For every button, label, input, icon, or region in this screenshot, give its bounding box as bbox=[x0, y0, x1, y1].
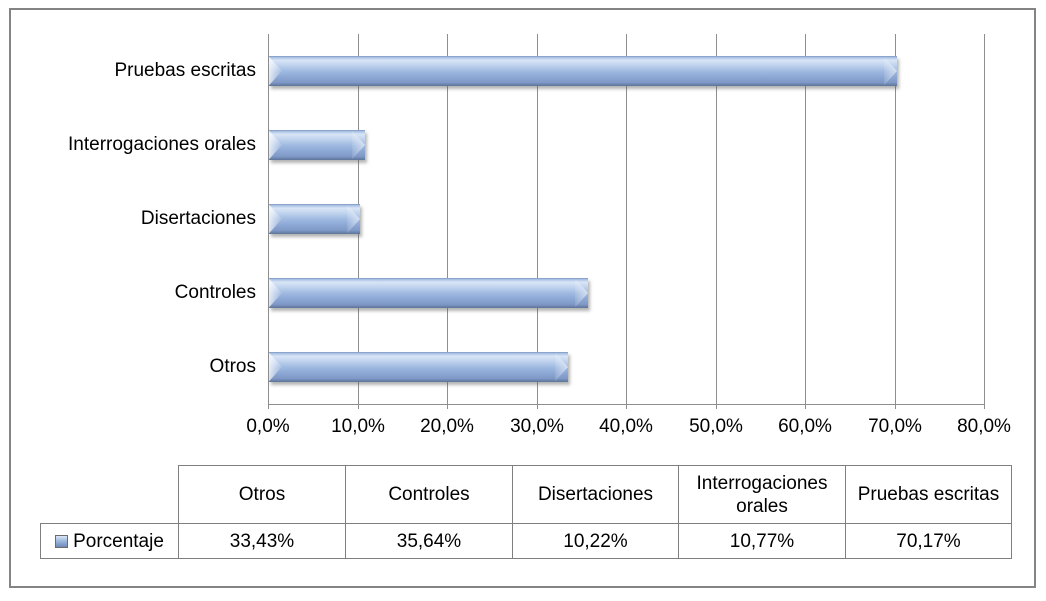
x-axis-tick-label: 0,0% bbox=[246, 416, 290, 437]
bar-pruebas-escritas[interactable] bbox=[269, 56, 897, 86]
x-axis-tickmark bbox=[537, 404, 538, 409]
series-legend-label: Porcentaje bbox=[73, 530, 164, 552]
value-cell-otros: 33,43% bbox=[178, 523, 346, 559]
data-table-header-row: Otros Controles Disertaciones Interrogac… bbox=[41, 465, 1012, 524]
data-table-header-otros: Otros bbox=[178, 465, 346, 524]
x-gridline bbox=[447, 34, 448, 404]
bar-controles[interactable] bbox=[269, 278, 588, 308]
data-table-header-disertaciones: Disertaciones bbox=[512, 465, 679, 524]
x-axis-tick-label: 60,0% bbox=[778, 416, 832, 437]
x-axis-tickmark bbox=[626, 404, 627, 409]
x-axis-tick-label: 20,0% bbox=[420, 416, 474, 437]
category-label-disertaciones: Disertaciones bbox=[140, 208, 256, 229]
data-table-header-controles: Controles bbox=[345, 465, 513, 524]
x-axis-tickmark bbox=[984, 404, 985, 409]
data-table-value-row: Porcentaje 33,43% 35,64% 10,22% 10,77% 7… bbox=[40, 523, 1012, 559]
data-table-header-pruebas-escritas: Pruebas escritas bbox=[845, 465, 1012, 524]
x-axis-tick-label: 40,0% bbox=[599, 416, 653, 437]
x-axis-tickmark bbox=[447, 404, 448, 409]
x-axis-tick-label: 80,0% bbox=[957, 416, 1011, 437]
x-axis-tick-label: 30,0% bbox=[510, 416, 564, 437]
data-table: Otros Controles Disertaciones Interrogac… bbox=[40, 465, 1012, 559]
x-axis-tick-label: 70,0% bbox=[868, 416, 922, 437]
x-axis-tick-label: 50,0% bbox=[689, 416, 743, 437]
x-axis-tick-label: 10,0% bbox=[331, 416, 385, 437]
category-label-controles: Controles bbox=[174, 282, 256, 303]
category-label-pruebas-escritas: Pruebas escritas bbox=[114, 60, 256, 81]
legend-cell: Porcentaje bbox=[40, 523, 179, 559]
x-gridline bbox=[895, 34, 896, 404]
x-axis-tickmark bbox=[358, 404, 359, 409]
x-axis-tickmark bbox=[895, 404, 896, 409]
bar-interrogaciones-orales[interactable] bbox=[269, 130, 365, 160]
data-table-header-interrogaciones-orales: Interrogaciones orales bbox=[678, 465, 846, 524]
x-gridline bbox=[626, 34, 627, 404]
data-table-corner-cell bbox=[41, 466, 179, 524]
value-cell-interrogaciones-orales: 10,77% bbox=[678, 523, 846, 559]
x-axis-tickmark bbox=[268, 404, 269, 409]
category-label-otros: Otros bbox=[209, 356, 256, 377]
x-gridline bbox=[984, 34, 985, 404]
value-cell-controles: 35,64% bbox=[345, 523, 513, 559]
value-cell-disertaciones: 10,22% bbox=[512, 523, 679, 559]
x-axis-line bbox=[268, 404, 984, 405]
category-label-interrogaciones-orales: Interrogaciones orales bbox=[68, 134, 256, 155]
x-axis-tickmark bbox=[805, 404, 806, 409]
x-gridline bbox=[537, 34, 538, 404]
series-legend-key-icon bbox=[55, 534, 69, 548]
x-gridline bbox=[805, 34, 806, 404]
x-gridline bbox=[716, 34, 717, 404]
bar-disertaciones[interactable] bbox=[269, 204, 360, 234]
value-cell-pruebas-escritas: 70,17% bbox=[845, 523, 1012, 559]
bar-otros[interactable] bbox=[269, 352, 568, 382]
x-axis-tickmark bbox=[716, 404, 717, 409]
